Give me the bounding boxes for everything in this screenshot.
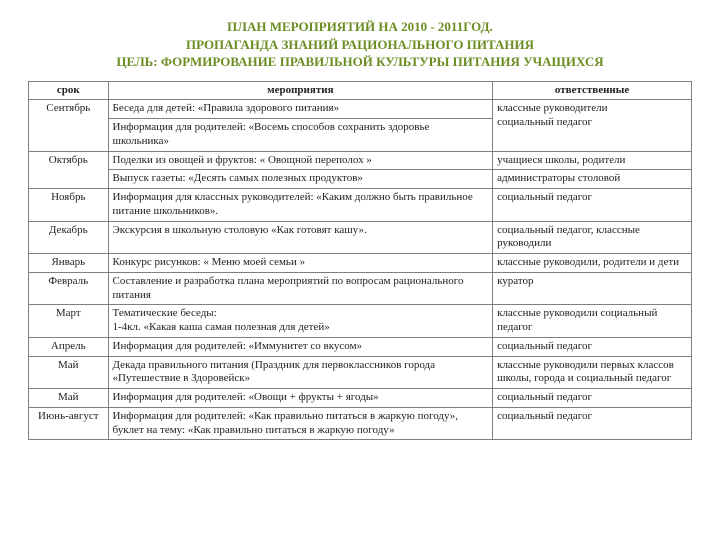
cell-responsible: социальный педагог [493,189,692,222]
cell-activity: Декада правильного питания (Праздник для… [108,356,493,389]
cell-responsible: классные руководителисоциальный педагог [493,100,692,151]
cell-responsible: классные руководили, родители и дети [493,254,692,273]
cell-activity: Выпуск газеты: «Десять самых полезных пр… [108,170,493,189]
cell-activity: Информация для родителей: «Овощи + фрукт… [108,389,493,408]
table-row: Июнь-августИнформация для родителей: «Ка… [29,407,692,440]
table-row: ДекабрьЭкскурсия в школьную столовую «Ка… [29,221,692,254]
col-header-events: мероприятия [108,81,493,100]
cell-activity: Информация для родителей: «Иммунитет со … [108,337,493,356]
table-row: АпрельИнформация для родителей: «Иммунит… [29,337,692,356]
table-row: ЯнварьКонкурс рисунков: « Меню моей семь… [29,254,692,273]
table-row: МартТематические беседы: 1-4кл. «Какая к… [29,305,692,338]
table-row: ФевральСоставление и разработка плана ме… [29,272,692,305]
title-line-1: ПЛАН МЕРОПРИЯТИЙ НА 2010 - 2011ГОД. [28,18,692,36]
cell-responsible: классные руководили социальный педагог [493,305,692,338]
page: ПЛАН МЕРОПРИЯТИЙ НА 2010 - 2011ГОД. ПРОП… [0,0,720,452]
col-header-resp: ответственные [493,81,692,100]
table-row: СентябрьБеседа для детей: «Правила здоро… [29,100,692,119]
cell-activity: Поделки из овощей и фруктов: « Овощной п… [108,151,493,170]
table-row: ОктябрьПоделки из овощей и фруктов: « Ов… [29,151,692,170]
cell-activity: Информация для родителей: «Восемь способ… [108,119,493,152]
title-block: ПЛАН МЕРОПРИЯТИЙ НА 2010 - 2011ГОД. ПРОП… [28,18,692,71]
cell-activity: Конкурс рисунков: « Меню моей семьи » [108,254,493,273]
cell-month: Июнь-август [29,407,109,440]
cell-month: Апрель [29,337,109,356]
cell-responsible: классные руководили первых классов школы… [493,356,692,389]
table-row: Выпуск газеты: «Десять самых полезных пр… [29,170,692,189]
cell-responsible: куратор [493,272,692,305]
cell-activity: Составление и разработка плана мероприят… [108,272,493,305]
cell-responsible: социальный педагог [493,337,692,356]
table-row: НоябрьИнформация для классных руководите… [29,189,692,222]
resp-line: социальный педагог [497,116,687,130]
cell-activity: Беседа для детей: «Правила здорового пит… [108,100,493,119]
cell-month: Декабрь [29,221,109,254]
cell-responsible: социальный педагог, классные руководили [493,221,692,254]
cell-responsible: социальный педагог [493,407,692,440]
table-body: СентябрьБеседа для детей: «Правила здоро… [29,100,692,440]
title-line-3: ЦЕЛЬ: ФОРМИРОВАНИЕ ПРАВИЛЬНОЙ КУЛЬТУРЫ П… [28,53,692,71]
cell-activity: Тематические беседы: 1-4кл. «Какая каша … [108,305,493,338]
cell-responsible: социальный педагог [493,389,692,408]
table-header-row: срок мероприятия ответственные [29,81,692,100]
cell-activity: Информация для классных руководителей: «… [108,189,493,222]
cell-month: Январь [29,254,109,273]
cell-month: Сентябрь [29,100,109,151]
cell-month: Ноябрь [29,189,109,222]
cell-month: Октябрь [29,151,109,189]
plan-table: срок мероприятия ответственные СентябрьБ… [28,81,692,441]
cell-month: Март [29,305,109,338]
title-line-2: ПРОПАГАНДА ЗНАНИЙ РАЦИОНАЛЬНОГО ПИТАНИЯ [28,36,692,54]
col-header-term: срок [29,81,109,100]
cell-responsible: администраторы столовой [493,170,692,189]
cell-activity: Экскурсия в школьную столовую «Как готов… [108,221,493,254]
cell-responsible: учащиеся школы, родители [493,151,692,170]
table-row: МайДекада правильного питания (Праздник … [29,356,692,389]
table-row: МайИнформация для родителей: «Овощи + фр… [29,389,692,408]
cell-activity: Информация для родителей: «Как правильно… [108,407,493,440]
cell-month: Май [29,389,109,408]
cell-month: Февраль [29,272,109,305]
resp-line: классные руководители [497,102,687,116]
cell-month: Май [29,356,109,389]
